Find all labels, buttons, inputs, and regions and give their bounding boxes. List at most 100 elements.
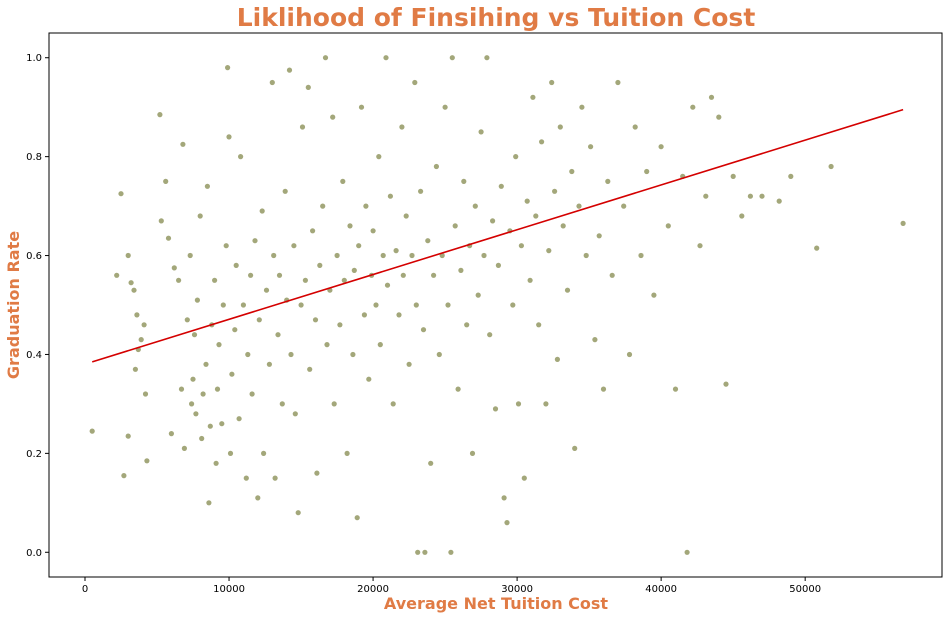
data-point xyxy=(747,193,754,199)
data-point xyxy=(263,287,270,293)
points-layer xyxy=(89,55,906,555)
data-point xyxy=(583,252,589,259)
data-point xyxy=(89,428,95,434)
data-point xyxy=(690,104,696,110)
data-point xyxy=(238,154,244,160)
data-point xyxy=(557,124,563,130)
data-point xyxy=(461,178,467,184)
data-point xyxy=(171,265,177,271)
data-point xyxy=(256,317,262,323)
data-point xyxy=(252,238,258,244)
data-point xyxy=(168,431,174,437)
data-point xyxy=(219,421,225,427)
data-point xyxy=(121,473,127,479)
data-point xyxy=(377,342,383,348)
data-point xyxy=(314,470,320,476)
data-point xyxy=(464,322,470,328)
data-point xyxy=(651,292,657,298)
data-point xyxy=(552,188,558,194)
data-point xyxy=(288,351,294,358)
data-point xyxy=(515,401,522,407)
data-point xyxy=(269,79,275,86)
data-point xyxy=(337,322,343,328)
data-point xyxy=(144,458,150,464)
data-point xyxy=(399,124,405,130)
y-tick-label: 0.6 xyxy=(26,251,42,262)
data-point xyxy=(420,327,427,333)
y-tick-label: 0.2 xyxy=(26,449,42,460)
data-point xyxy=(828,163,834,170)
data-point xyxy=(243,475,249,481)
data-point xyxy=(223,243,229,249)
data-point xyxy=(204,183,210,189)
data-point xyxy=(605,178,611,184)
data-point xyxy=(340,178,346,184)
data-point xyxy=(312,317,319,323)
data-point xyxy=(236,416,242,422)
data-point xyxy=(484,55,490,61)
data-point xyxy=(458,267,464,273)
data-point xyxy=(428,460,434,466)
data-point xyxy=(592,337,598,343)
data-point xyxy=(128,280,134,286)
data-point xyxy=(396,312,402,318)
data-point xyxy=(292,411,298,417)
data-point xyxy=(271,252,277,259)
data-point xyxy=(132,366,138,372)
data-point xyxy=(194,297,200,303)
data-point xyxy=(703,193,709,199)
data-point xyxy=(266,361,272,367)
data-point xyxy=(259,208,265,214)
data-point xyxy=(513,154,519,160)
data-point xyxy=(672,386,679,392)
data-point xyxy=(600,386,607,392)
data-point xyxy=(579,104,585,110)
data-point xyxy=(361,312,367,318)
data-point xyxy=(549,79,555,86)
x-tick-label: 30000 xyxy=(501,584,533,595)
data-point xyxy=(708,94,715,100)
data-point xyxy=(324,342,330,348)
trend-line xyxy=(91,108,904,363)
data-point xyxy=(900,220,906,226)
data-point xyxy=(759,193,765,199)
data-point xyxy=(409,252,415,259)
data-point xyxy=(626,351,633,358)
data-point xyxy=(193,411,199,417)
data-point xyxy=(181,445,187,451)
data-point xyxy=(510,302,516,308)
data-point xyxy=(400,272,406,278)
y-tick-label: 0.4 xyxy=(26,350,42,361)
data-point xyxy=(644,168,650,175)
data-point xyxy=(272,475,278,481)
data-point xyxy=(588,144,594,150)
data-point xyxy=(609,272,615,278)
x-tick-label: 50000 xyxy=(789,584,821,595)
data-point xyxy=(518,243,525,249)
data-point xyxy=(341,277,347,283)
data-point xyxy=(176,277,182,283)
data-point xyxy=(184,317,190,323)
data-point xyxy=(158,218,164,224)
data-point xyxy=(138,337,144,343)
data-point xyxy=(255,495,261,501)
data-point xyxy=(233,262,239,268)
data-point xyxy=(658,144,664,150)
data-point xyxy=(295,510,301,516)
data-point xyxy=(814,245,820,251)
data-point xyxy=(125,252,131,259)
data-point xyxy=(487,332,493,338)
data-point xyxy=(554,356,561,362)
data-point xyxy=(180,141,186,147)
data-point xyxy=(524,198,530,204)
data-point xyxy=(114,272,120,278)
data-point xyxy=(442,104,448,110)
data-point xyxy=(363,203,369,209)
data-point xyxy=(366,376,372,382)
data-point xyxy=(334,252,340,259)
data-point xyxy=(307,366,313,372)
data-point xyxy=(203,361,209,367)
data-point xyxy=(406,361,412,367)
data-point xyxy=(245,351,251,358)
